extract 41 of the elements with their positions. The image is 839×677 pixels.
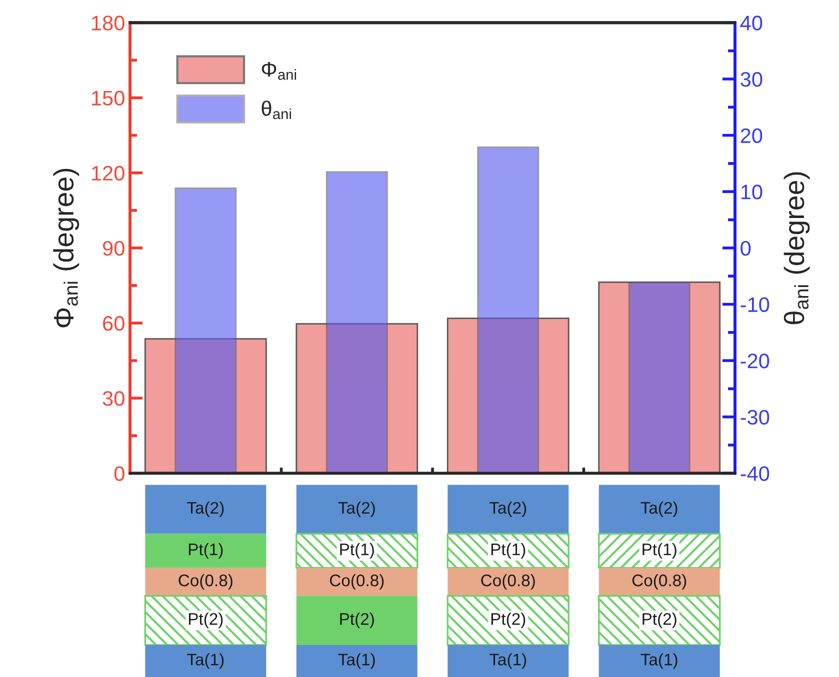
- text: Ta(1): [490, 653, 526, 669]
- text: Ta(2): [187, 502, 224, 518]
- y-axis-title: Φ$_{ani}$ (degree): [53, 168, 80, 328]
- text: Pt(1): [642, 543, 676, 559]
- y-tick-label: 180: [92, 16, 124, 30]
- text: Co(0.8): [178, 574, 232, 590]
- y2-axis-title: θ$_{ani}$ (degree): [784, 172, 810, 324]
- text: Co(0.8): [632, 574, 686, 590]
- text: Pt(2): [188, 612, 223, 628]
- text: Pt(2): [642, 612, 676, 628]
- legend-label: θ$_{ani}$: [262, 100, 291, 120]
- y2-tick-label: -40: [740, 466, 770, 481]
- text: Ta(1): [640, 653, 678, 669]
- text: Ta(2): [338, 502, 375, 518]
- y-tick-label: 0: [114, 466, 124, 481]
- bar: [598, 282, 721, 474]
- y-tick-label: 150: [92, 90, 124, 106]
- text: Pt(1): [491, 543, 526, 559]
- text: Pt(2): [340, 612, 374, 628]
- text: Pt(1): [340, 543, 374, 559]
- text: Ta(1): [338, 653, 375, 669]
- y2-tick-label: 20: [740, 128, 762, 144]
- y-tick-label: 30: [102, 391, 124, 406]
- text: Co(0.8): [330, 574, 384, 590]
- y2-tick-label: 10: [741, 184, 762, 200]
- text: Pt(1): [188, 543, 223, 559]
- text: Ta(1): [187, 653, 224, 669]
- text: Ta(2): [490, 502, 526, 518]
- legend-label: Φ$_{ani}$: [262, 62, 296, 80]
- text: Pt(2): [491, 612, 526, 628]
- y-tick-label: 60: [103, 316, 124, 331]
- y2-tick-label: -20: [740, 354, 770, 368]
- y2-tick-label: -30: [740, 410, 770, 425]
- y2-tick-label: -10: [740, 297, 770, 312]
- y2-tick-label: 30: [740, 72, 762, 87]
- y-tick-label: 120: [92, 166, 124, 181]
- text: Ta(2): [640, 502, 678, 518]
- text: Co(0.8): [481, 574, 535, 590]
- y2-tick-label: 0: [740, 240, 751, 256]
- y2-tick-label: 40: [740, 16, 762, 30]
- y-tick-label: 90: [102, 240, 124, 256]
